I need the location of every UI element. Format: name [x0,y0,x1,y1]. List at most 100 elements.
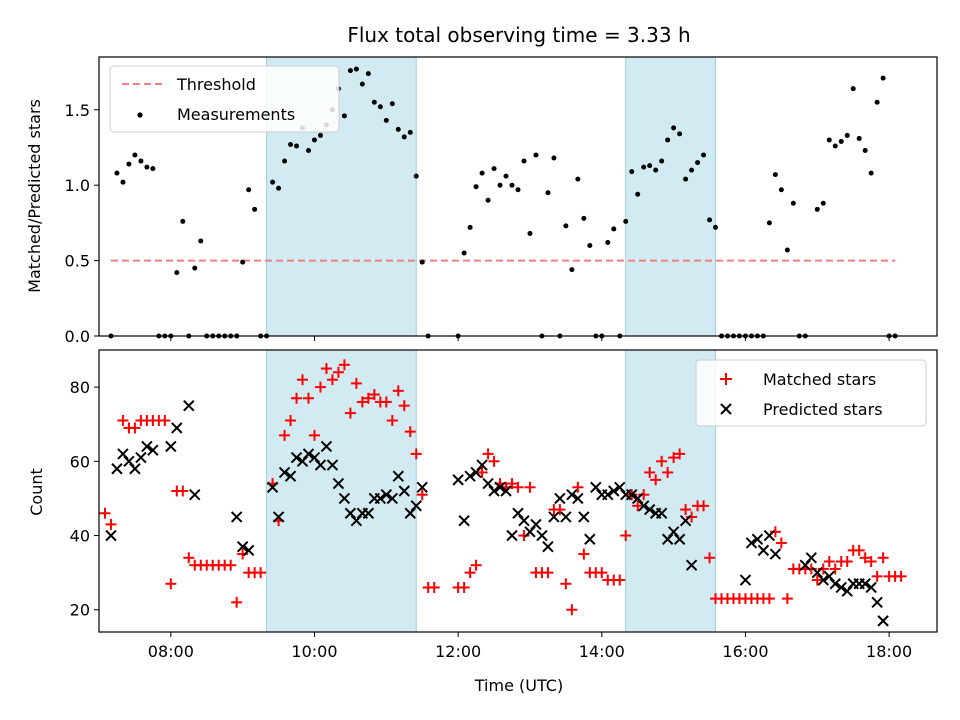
measurement-point [689,167,695,173]
predicted-star-point [266,481,279,493]
predicted-star-point [763,529,776,542]
measurement-point [192,265,198,271]
measurement-point [850,86,856,92]
matched-star-point [99,507,111,519]
measurement-point [341,113,347,119]
predicted-star-point [614,481,626,493]
measurement-point [497,182,503,188]
predicted-star-point [344,507,357,519]
measurement-point [114,170,120,176]
matched-star-point [177,485,189,497]
matched-star-point [482,448,494,460]
measurement-point [611,226,617,232]
predicted-star-point [745,537,758,549]
predicted-star-point [362,507,375,519]
predicted-star-point [626,489,638,501]
measurement-point [246,187,252,193]
measurement-point [419,259,425,265]
predicted-star-point [751,533,764,545]
matched-star-point [488,455,500,467]
predicted-star-point [123,455,135,468]
measurement-point [820,200,826,206]
predicted-star-point [859,578,871,590]
matched-star-point [662,466,674,478]
predicted-star-point [332,477,345,490]
measurement-point [527,230,533,236]
measurement-point [683,176,689,182]
measurement-point [766,220,772,226]
matched-star-point [560,578,572,590]
measurement-point [461,250,467,256]
predicted-star-point [799,559,812,571]
predicted-star-point [811,566,823,579]
matched-star-point [668,452,680,464]
top-plot-frame [98,56,938,337]
predicted-star-point [739,574,752,586]
measurement-point [383,117,389,123]
predicted-star-point [476,459,488,471]
measurement-point [120,179,126,185]
predicted-star-point [171,422,183,434]
measurement-point [695,160,701,166]
predicted-star-point [679,514,692,527]
measurement-point [347,68,353,74]
measurement-point [150,166,156,172]
predicted-star-point [829,578,841,590]
chart-title: Flux total observing time = 3.33 h [347,23,690,47]
measurement-point [856,135,862,141]
predicted-star-point [871,596,883,609]
predicted-star-point [548,511,560,523]
matched-star-point [356,396,368,408]
predicted-star-point [242,544,255,557]
predicted-star-point [841,585,853,597]
matched-star-point [297,374,309,386]
matched-star-point [183,552,195,564]
matched-star-point [877,552,889,564]
measurement-point [713,224,719,230]
predicted-star-point [661,533,674,545]
predicted-stars-series [105,399,889,627]
measurement-point [126,161,132,167]
predicted-star-point [584,533,596,545]
top-legend: Threshold Measurements [109,65,340,133]
measurement-point [832,143,838,149]
predicted-star-point [518,514,530,527]
matched-star-point [704,552,716,564]
x-axis-label: Time (UTC) [474,676,563,695]
matched-star-point [680,504,692,516]
predicted-star-point [655,507,668,519]
matched-star-point [159,415,171,426]
predicted-star-point [458,514,470,527]
matched-star-point [698,500,710,512]
matched-star-point [386,415,398,426]
measurement-point [503,173,509,179]
predicted-star-point [117,448,129,460]
measurement-point [641,164,647,170]
measurement-point [515,187,521,193]
predicted-star-point [554,492,566,505]
bottom-plot-frame [98,349,938,633]
predicted-star-point [183,399,195,412]
measurement-point [569,267,575,273]
bottom-legend-box [695,359,927,427]
predicted-star-point [141,440,153,453]
matched-star-point [291,392,303,404]
matched-star-point [632,500,644,512]
matched-star-point [398,400,410,412]
measurement-point [407,129,413,135]
predicted-star-point [482,477,494,490]
measurement-point [575,176,581,182]
predicted-star-point [470,466,482,479]
measurement-point [545,190,551,196]
measurement-point [180,218,186,224]
measurement-point [359,81,365,87]
measurement-point [826,137,832,143]
matched-star-point [380,396,392,408]
matched-star-point [566,604,578,616]
matched-star-point [117,415,129,426]
matched-star-point [512,481,524,493]
predicted-star-point [590,481,602,493]
predicted-star-point [111,463,123,475]
bottom-y-ticks: 20 40 60 80 [70,378,99,620]
predicted-star-point [284,470,297,482]
